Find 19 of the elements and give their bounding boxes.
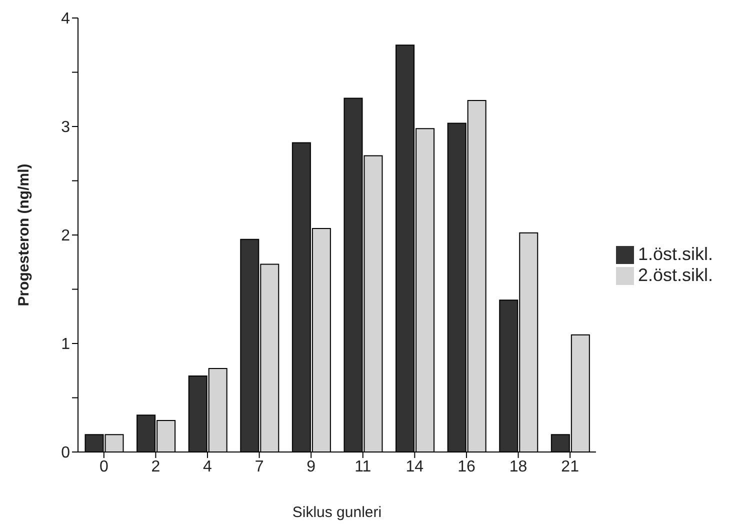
y-tick-label: 4	[61, 10, 70, 28]
x-tick-label: 9	[306, 458, 316, 476]
y-tick-label: 0	[61, 444, 70, 462]
x-tick-label: 11	[354, 458, 372, 476]
legend-label: 1.öst.sikl.	[638, 244, 713, 264]
y-tick-label: 2	[61, 228, 70, 245]
y-axis-title: Progesteron (ng/ml)	[15, 164, 32, 306]
x-tick-label: 0	[99, 458, 108, 476]
x-tick-label: 4	[203, 458, 212, 476]
x-tick-label: 2	[151, 458, 160, 476]
x-tick-label: 14	[406, 458, 424, 476]
x-tick-label: 16	[458, 458, 476, 476]
x-tick-label: 21	[561, 458, 580, 476]
y-tick-label: 1	[61, 336, 70, 354]
y-tick-label: 3	[61, 119, 70, 136]
x-tick-label: 7	[254, 458, 264, 476]
x-tick-label: 18	[509, 458, 528, 476]
x-axis-title: Siklus gunleri	[292, 504, 382, 521]
legend-label: 2.öst.sikl.	[638, 265, 713, 285]
